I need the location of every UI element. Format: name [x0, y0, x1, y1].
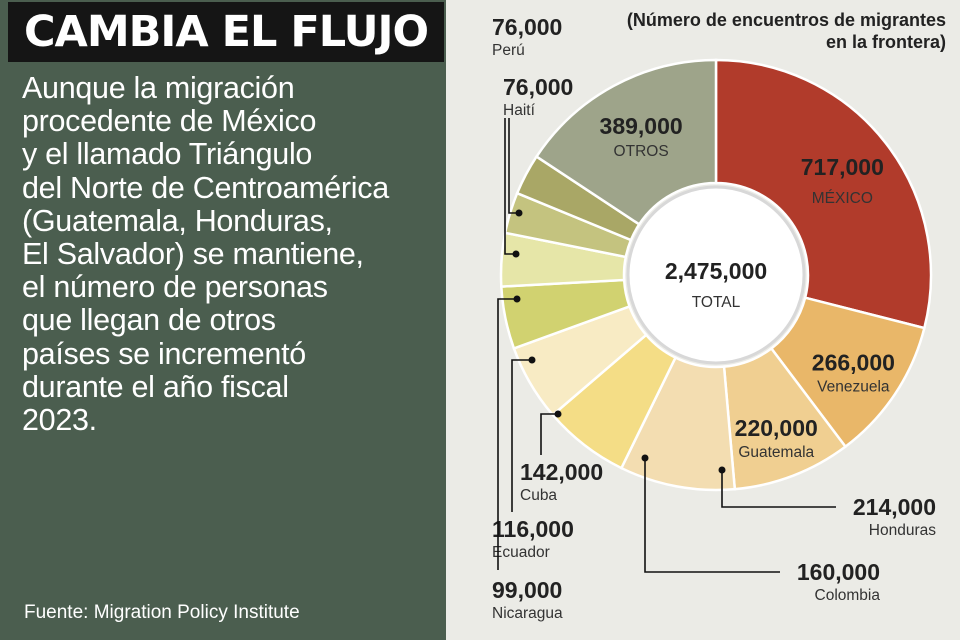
chart-panel: (Número de encuentros de migrantes en la …: [446, 0, 960, 640]
leader-dot: [718, 466, 726, 474]
title-bar: CAMBIA EL FLUJO: [8, 2, 445, 62]
data-label-name: Haití: [503, 102, 536, 119]
leader-dot: [512, 250, 520, 258]
center-circle: [626, 185, 806, 365]
body-line: durante el año fiscal: [22, 369, 289, 404]
slice-otros: [534, 58, 718, 227]
leader-line: [497, 298, 517, 570]
slice-méxico: [714, 58, 933, 330]
data-label-value: 116,000: [492, 516, 574, 542]
data-label-name: Ecuador: [492, 544, 550, 561]
data-label-value: 220,000: [735, 415, 818, 441]
data-label-name: OTROS: [614, 143, 669, 160]
body-line: el número de personas: [22, 270, 328, 305]
body-line: que llegan de otros: [22, 303, 276, 338]
body-line: Aunque la migración: [22, 71, 295, 105]
data-label-name: Cuba: [520, 487, 557, 504]
leader-dot: [515, 209, 523, 217]
leader-dot: [554, 410, 562, 418]
leader-dot: [528, 356, 536, 364]
data-label-value: 76,000: [492, 14, 562, 40]
data-label-value: 214,000: [853, 494, 936, 520]
data-label-value: 266,000: [812, 349, 895, 375]
data-label-value: 76,000: [503, 74, 573, 100]
leader-line: [540, 413, 558, 455]
body-line: del Norte de Centroamérica: [22, 170, 389, 205]
data-label-name: Nicaragua: [492, 605, 563, 622]
leader-line: [511, 359, 532, 512]
chart-subtitle: en la frontera): [826, 32, 946, 52]
leader-line: [644, 458, 780, 573]
source-note: Fuente: Migration Policy Institute: [24, 602, 300, 623]
data-label-value: 717,000: [801, 154, 884, 180]
body-text: Aunque la migración procedente de México y…: [22, 71, 436, 438]
data-label-name: Guatemala: [738, 444, 814, 461]
leader-line: [721, 470, 836, 508]
body-line: (Guatemala, Honduras,: [22, 203, 333, 238]
data-label-name: Honduras: [869, 522, 936, 539]
chart-subtitle: (Número de encuentros de migrantes: [627, 10, 946, 30]
data-label-name: Perú: [492, 42, 525, 59]
body-line: países se incrementó: [22, 336, 306, 371]
body-line: El Salvador) se mantiene,: [22, 237, 364, 272]
left-panel: CAMBIA EL FLUJO Aunque la migración proce…: [0, 0, 446, 640]
body-line: procedente de México: [22, 104, 317, 139]
page-title: CAMBIA EL FLUJO: [24, 7, 429, 57]
data-label-name: MÉXICO: [812, 190, 873, 207]
total-value: 2,475,000: [665, 258, 767, 284]
data-label-value: 142,000: [520, 459, 603, 485]
data-label-name: Colombia: [815, 587, 881, 604]
leader-dot: [641, 454, 649, 462]
leader-line: [504, 118, 516, 255]
total-label: TOTAL: [692, 294, 741, 311]
leader-dot: [513, 295, 521, 303]
body-line: 2023.: [22, 403, 97, 438]
data-label-value: 160,000: [797, 559, 880, 585]
data-label-name: Venezuela: [817, 378, 890, 395]
body-line: y el llamado Triángulo: [22, 137, 313, 172]
data-label-value: 99,000: [492, 577, 562, 603]
data-label-value: 389,000: [600, 113, 683, 139]
